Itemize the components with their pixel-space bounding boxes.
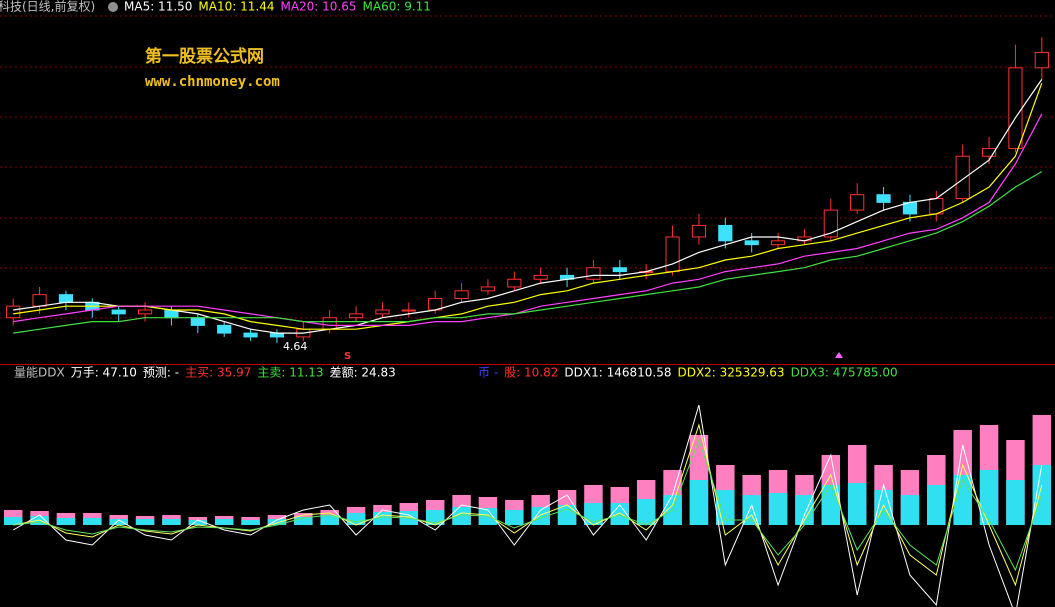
- bar: [979, 470, 999, 525]
- candle-body: [744, 240, 759, 246]
- candle-body: [955, 155, 970, 200]
- candle-body: [770, 240, 786, 246]
- candle-body: [375, 309, 390, 315]
- bar: [531, 507, 550, 525]
- line: [13, 82, 1043, 330]
- bar: [267, 519, 287, 525]
- bar: [636, 499, 656, 525]
- bar: [83, 518, 102, 525]
- candle-body: [243, 332, 258, 338]
- candle-body: [718, 224, 733, 242]
- bar: [1032, 465, 1052, 525]
- legend-entry: 差额: 24.83: [330, 366, 396, 380]
- candle-body: [401, 309, 416, 312]
- candle-body: [665, 236, 680, 273]
- candle-body: [691, 224, 707, 238]
- line: [13, 438, 1043, 572]
- candle-body: [32, 294, 47, 307]
- candle-body: [137, 309, 153, 315]
- bar: [505, 510, 524, 525]
- legend-entry: 主买: 35.97: [185, 366, 251, 380]
- candle-body: [850, 194, 865, 211]
- legend-entry: MA20: 10.65: [280, 0, 356, 14]
- bar: [689, 480, 709, 525]
- watermark: 第一股票公式网: [145, 46, 264, 67]
- legend-entry: 币 -: [478, 366, 498, 380]
- candle-body: [1034, 51, 1049, 69]
- candle-body: [1008, 67, 1023, 150]
- bar: [188, 520, 208, 525]
- chart-title: 深科技(日线,前复权): [0, 0, 95, 14]
- signal-marker: S: [344, 351, 351, 362]
- candle-body: [876, 194, 891, 203]
- candle-body: [6, 305, 21, 319]
- bar: [320, 515, 339, 525]
- bar: [3, 517, 23, 525]
- legend-entry: 量能DDX: [14, 366, 65, 380]
- candle-body: [533, 274, 548, 280]
- candle-body: [507, 278, 522, 288]
- legend-entry: 万手: 47.10: [71, 366, 137, 380]
- candle-body: [217, 324, 232, 334]
- bar: [135, 519, 155, 525]
- candle-body: [348, 313, 364, 319]
- legend-entry: 主卖: 11.13: [257, 366, 323, 380]
- candle-body: [981, 148, 997, 157]
- bar: [346, 513, 366, 525]
- line: [13, 79, 1043, 334]
- legend-entry: DDX3: 475785.00: [791, 366, 898, 380]
- bar: [557, 505, 577, 525]
- bar: [56, 518, 76, 525]
- legend-entry: MA10: 11.44: [198, 0, 274, 14]
- candle-body: [58, 294, 74, 303]
- candle-body: [480, 286, 496, 292]
- low-label: 4.64: [283, 340, 308, 353]
- bar: [927, 485, 946, 525]
- legend-entry: DDX2: 325329.63: [677, 366, 784, 380]
- bar: [1006, 480, 1025, 525]
- bar: [768, 493, 788, 525]
- legend-entry: DDX1: 146810.58: [564, 366, 671, 380]
- line: [13, 171, 1043, 334]
- signal-marker: [835, 352, 843, 358]
- line: [13, 113, 1043, 326]
- candle-body: [111, 309, 126, 315]
- bar: [847, 483, 867, 525]
- bar: [109, 519, 128, 525]
- bar: [214, 519, 234, 525]
- bar: [162, 519, 181, 525]
- bar: [241, 520, 260, 525]
- candle-body: [190, 317, 205, 326]
- legend-entry: MA60: 9.11: [363, 0, 431, 14]
- legend-entry: 预测: -: [143, 366, 179, 380]
- bar: [610, 503, 630, 525]
- candle-body: [454, 290, 469, 299]
- bar: [821, 485, 841, 525]
- watermark-url: www.chnmoney.com: [145, 74, 280, 90]
- candle-body: [322, 317, 337, 330]
- legend-entry: MA5: 11.50: [124, 0, 192, 14]
- candle-body: [823, 209, 838, 238]
- bar: [294, 517, 313, 525]
- candle-body: [586, 267, 601, 280]
- menu-icon[interactable]: [108, 2, 118, 12]
- bar: [452, 507, 471, 525]
- bar: [900, 495, 920, 525]
- legend-entry: 股: 10.82: [504, 366, 558, 380]
- candle-body: [612, 267, 627, 273]
